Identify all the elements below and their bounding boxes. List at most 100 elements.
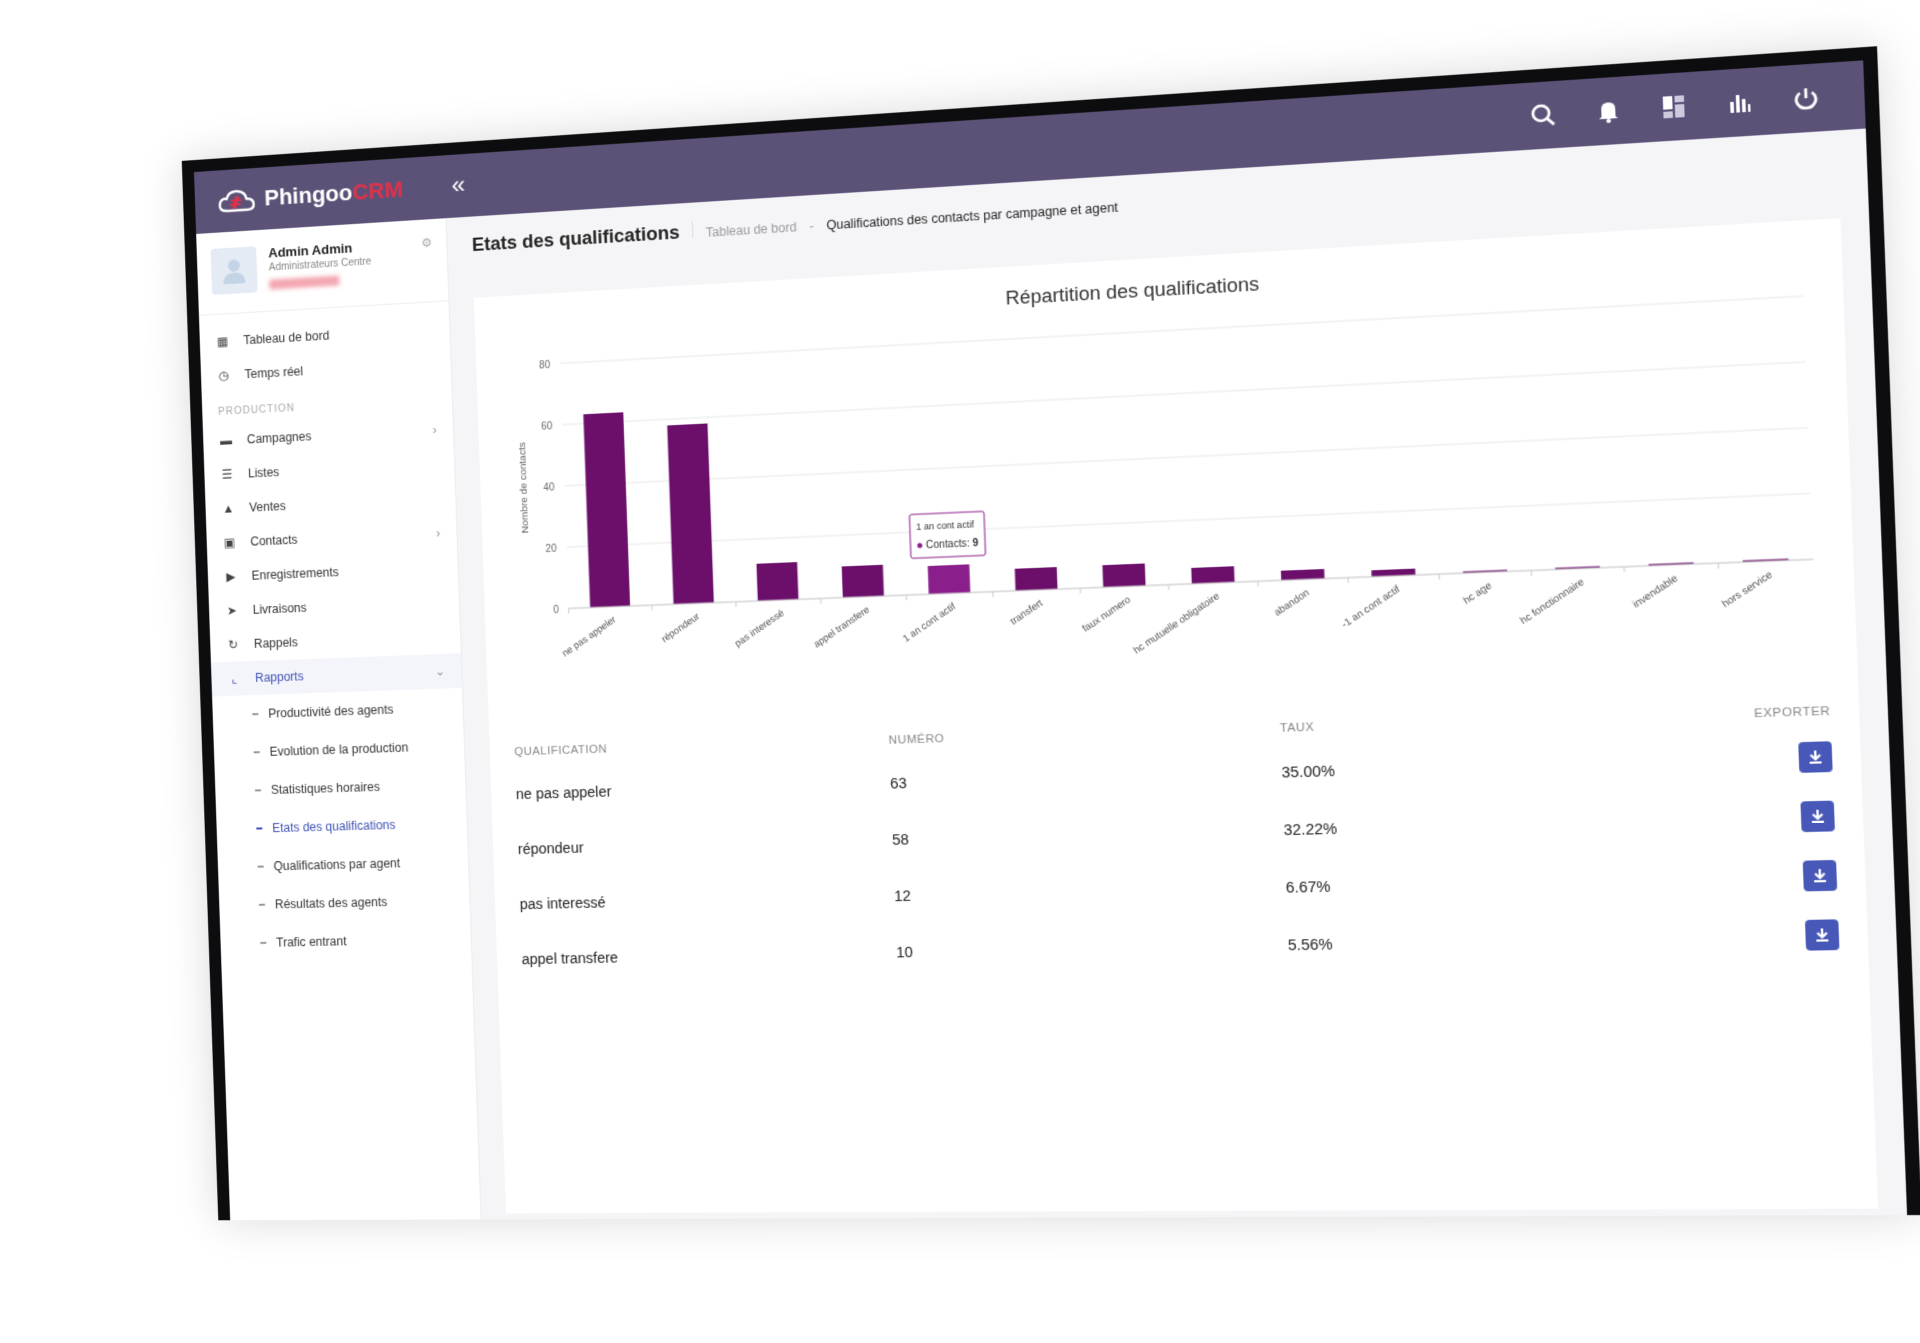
table-body: ne pas appeler 63 35.00% répondeur 58 32.22% p… xyxy=(515,727,1840,987)
sidebar-subitem-r-sultats-des-agents[interactable]: Résultats des agents xyxy=(219,881,470,925)
sidebar-item-label: Rappels xyxy=(254,635,298,651)
cell-numero: 10 xyxy=(896,936,1288,960)
bell-icon[interactable] xyxy=(1593,96,1624,126)
dash-icon xyxy=(260,942,266,944)
cell-qualification: répondeur xyxy=(518,831,893,857)
download-icon xyxy=(1807,749,1824,765)
redacted-info xyxy=(269,275,339,289)
dash-icon xyxy=(252,713,258,715)
main-content: Etats des qualifications Tableau de bord… xyxy=(447,129,1908,1220)
gear-icon[interactable]: ⚙ xyxy=(421,235,434,285)
dash-icon xyxy=(258,866,264,868)
bar[interactable] xyxy=(583,412,630,607)
bar[interactable] xyxy=(667,423,714,604)
tooltip-series-label: Contacts: xyxy=(926,538,970,552)
cloud-logo-icon xyxy=(216,185,257,216)
sidebar-subitem-etats-des-qualifications[interactable]: Etats des qualifications xyxy=(216,804,467,849)
breadcrumb-root[interactable]: Tableau de bord xyxy=(706,220,797,240)
collapse-sidebar-button[interactable]: « xyxy=(451,171,466,200)
top-icons xyxy=(1528,80,1865,130)
x-tick-label: hc fonctionnaire xyxy=(1518,576,1586,626)
download-icon xyxy=(1811,868,1828,884)
avatar[interactable] xyxy=(211,246,258,295)
header-qualification[interactable]: QUALIFICATION xyxy=(514,734,889,758)
x-tick-label: -1 an cont actif xyxy=(1339,583,1402,630)
sidebar-item-label: Rapports xyxy=(255,669,304,685)
app-logo[interactable]: PhingooCRM xyxy=(195,173,446,217)
sidebar-item-label: Listes xyxy=(248,465,280,481)
x-tick-label: hc age xyxy=(1461,580,1493,606)
header-exporter: EXPORTER xyxy=(1689,705,1830,722)
dash-icon xyxy=(259,904,265,906)
dash-icon xyxy=(255,789,261,791)
cell-qualification: appel transfere xyxy=(521,944,896,967)
sidebar-nav: ▦ Tableau de bord ◷ Temps réel PRODUCTION ▬ Ca… xyxy=(199,301,472,972)
x-tick-label: 1 an cont actif xyxy=(901,600,958,644)
sidebar-subitem-label: Productivité des agents xyxy=(268,702,394,720)
bar-chart-icon[interactable] xyxy=(1724,87,1756,117)
cell-qualification: ne pas appeler xyxy=(516,775,891,802)
y-tick-label: 40 xyxy=(543,482,555,494)
power-icon[interactable] xyxy=(1790,83,1822,114)
export-button[interactable] xyxy=(1805,919,1840,950)
sidebar-subitem-label: Etats des qualifications xyxy=(272,818,396,835)
export-button[interactable] xyxy=(1800,801,1835,833)
play-icon: ▶ xyxy=(224,569,238,584)
y-tick-label: 80 xyxy=(539,360,551,372)
refresh-icon: ↻ xyxy=(226,637,240,652)
bar[interactable] xyxy=(1191,566,1234,584)
bar[interactable] xyxy=(928,564,971,594)
sidebar-subitem-trafic-entrant[interactable]: Trafic entrant xyxy=(220,919,471,962)
thumb-up-icon: ▲ xyxy=(221,501,235,516)
y-tick-label: 60 xyxy=(541,421,553,433)
bar[interactable] xyxy=(1015,567,1058,591)
header-taux[interactable]: TAUX xyxy=(1280,709,1690,735)
monitor-screen: PhingooCRM « Admin Admin Administrateurs… xyxy=(182,46,1920,1220)
x-tick-label: abandon xyxy=(1272,587,1311,618)
grid-icon: ▦ xyxy=(215,334,229,349)
header-numero[interactable]: NUMÉRO xyxy=(888,722,1280,747)
bar[interactable] xyxy=(842,565,884,598)
download-icon xyxy=(1809,808,1826,824)
sidebar-item-label: Tableau de bord xyxy=(243,328,329,347)
sidebar-item-label: Contacts xyxy=(250,533,298,549)
dashboard-grid-icon[interactable] xyxy=(1658,92,1690,122)
export-button[interactable] xyxy=(1803,860,1838,891)
clock-icon: ◷ xyxy=(217,368,231,383)
sidebar-subitem-qualifications-par-agent[interactable]: Qualifications par agent xyxy=(217,842,468,886)
qualifications-bar-chart: 0 20 40 60 80 Nombre de contacts ne pas appele… xyxy=(500,274,1828,693)
cell-taux: 6.67% xyxy=(1285,870,1696,896)
search-icon[interactable] xyxy=(1528,100,1559,130)
chart-line-icon: ⌞ xyxy=(227,671,241,686)
sidebar-item-label: Enregistrements xyxy=(251,565,339,583)
sidebar-item-label: Livraisons xyxy=(253,601,307,617)
x-tick-label: ne pas appeler xyxy=(560,614,617,659)
header-divider xyxy=(692,221,694,238)
chevron-icon: › xyxy=(436,526,441,540)
logo-accent-text: CRM xyxy=(352,176,403,205)
gridline xyxy=(566,494,1810,548)
sidebar-subitem-label: Trafic entrant xyxy=(276,934,347,949)
x-tick-label: transfert xyxy=(1008,597,1045,627)
sidebar-subitem-label: Qualifications par agent xyxy=(273,856,400,873)
export-button[interactable] xyxy=(1798,741,1833,773)
y-axis-label: Nombre de contacts xyxy=(517,442,531,534)
y-tick-label: 20 xyxy=(545,543,557,555)
page-title: Etats des qualifications xyxy=(472,222,680,256)
tooltip-box xyxy=(909,511,985,558)
x-tick-label: hors service xyxy=(1720,569,1775,610)
bar[interactable] xyxy=(1102,563,1145,587)
y-tick-label: 0 xyxy=(553,604,559,616)
gridline xyxy=(562,362,1806,425)
cell-taux: 5.56% xyxy=(1288,929,1699,954)
contact-icon: ▣ xyxy=(222,535,236,550)
breadcrumb-separator: - xyxy=(809,219,814,234)
bar[interactable] xyxy=(756,562,798,601)
send-icon: ➤ xyxy=(225,603,239,618)
sidebar-item-label: Ventes xyxy=(249,499,286,515)
cell-numero: 63 xyxy=(890,764,1282,792)
x-tick-label: faux numero xyxy=(1080,594,1132,634)
report-card: Répartition des qualifications 0 20 40 60 80… xyxy=(474,218,1878,1213)
sidebar-item-label: Temps réel xyxy=(244,364,303,381)
